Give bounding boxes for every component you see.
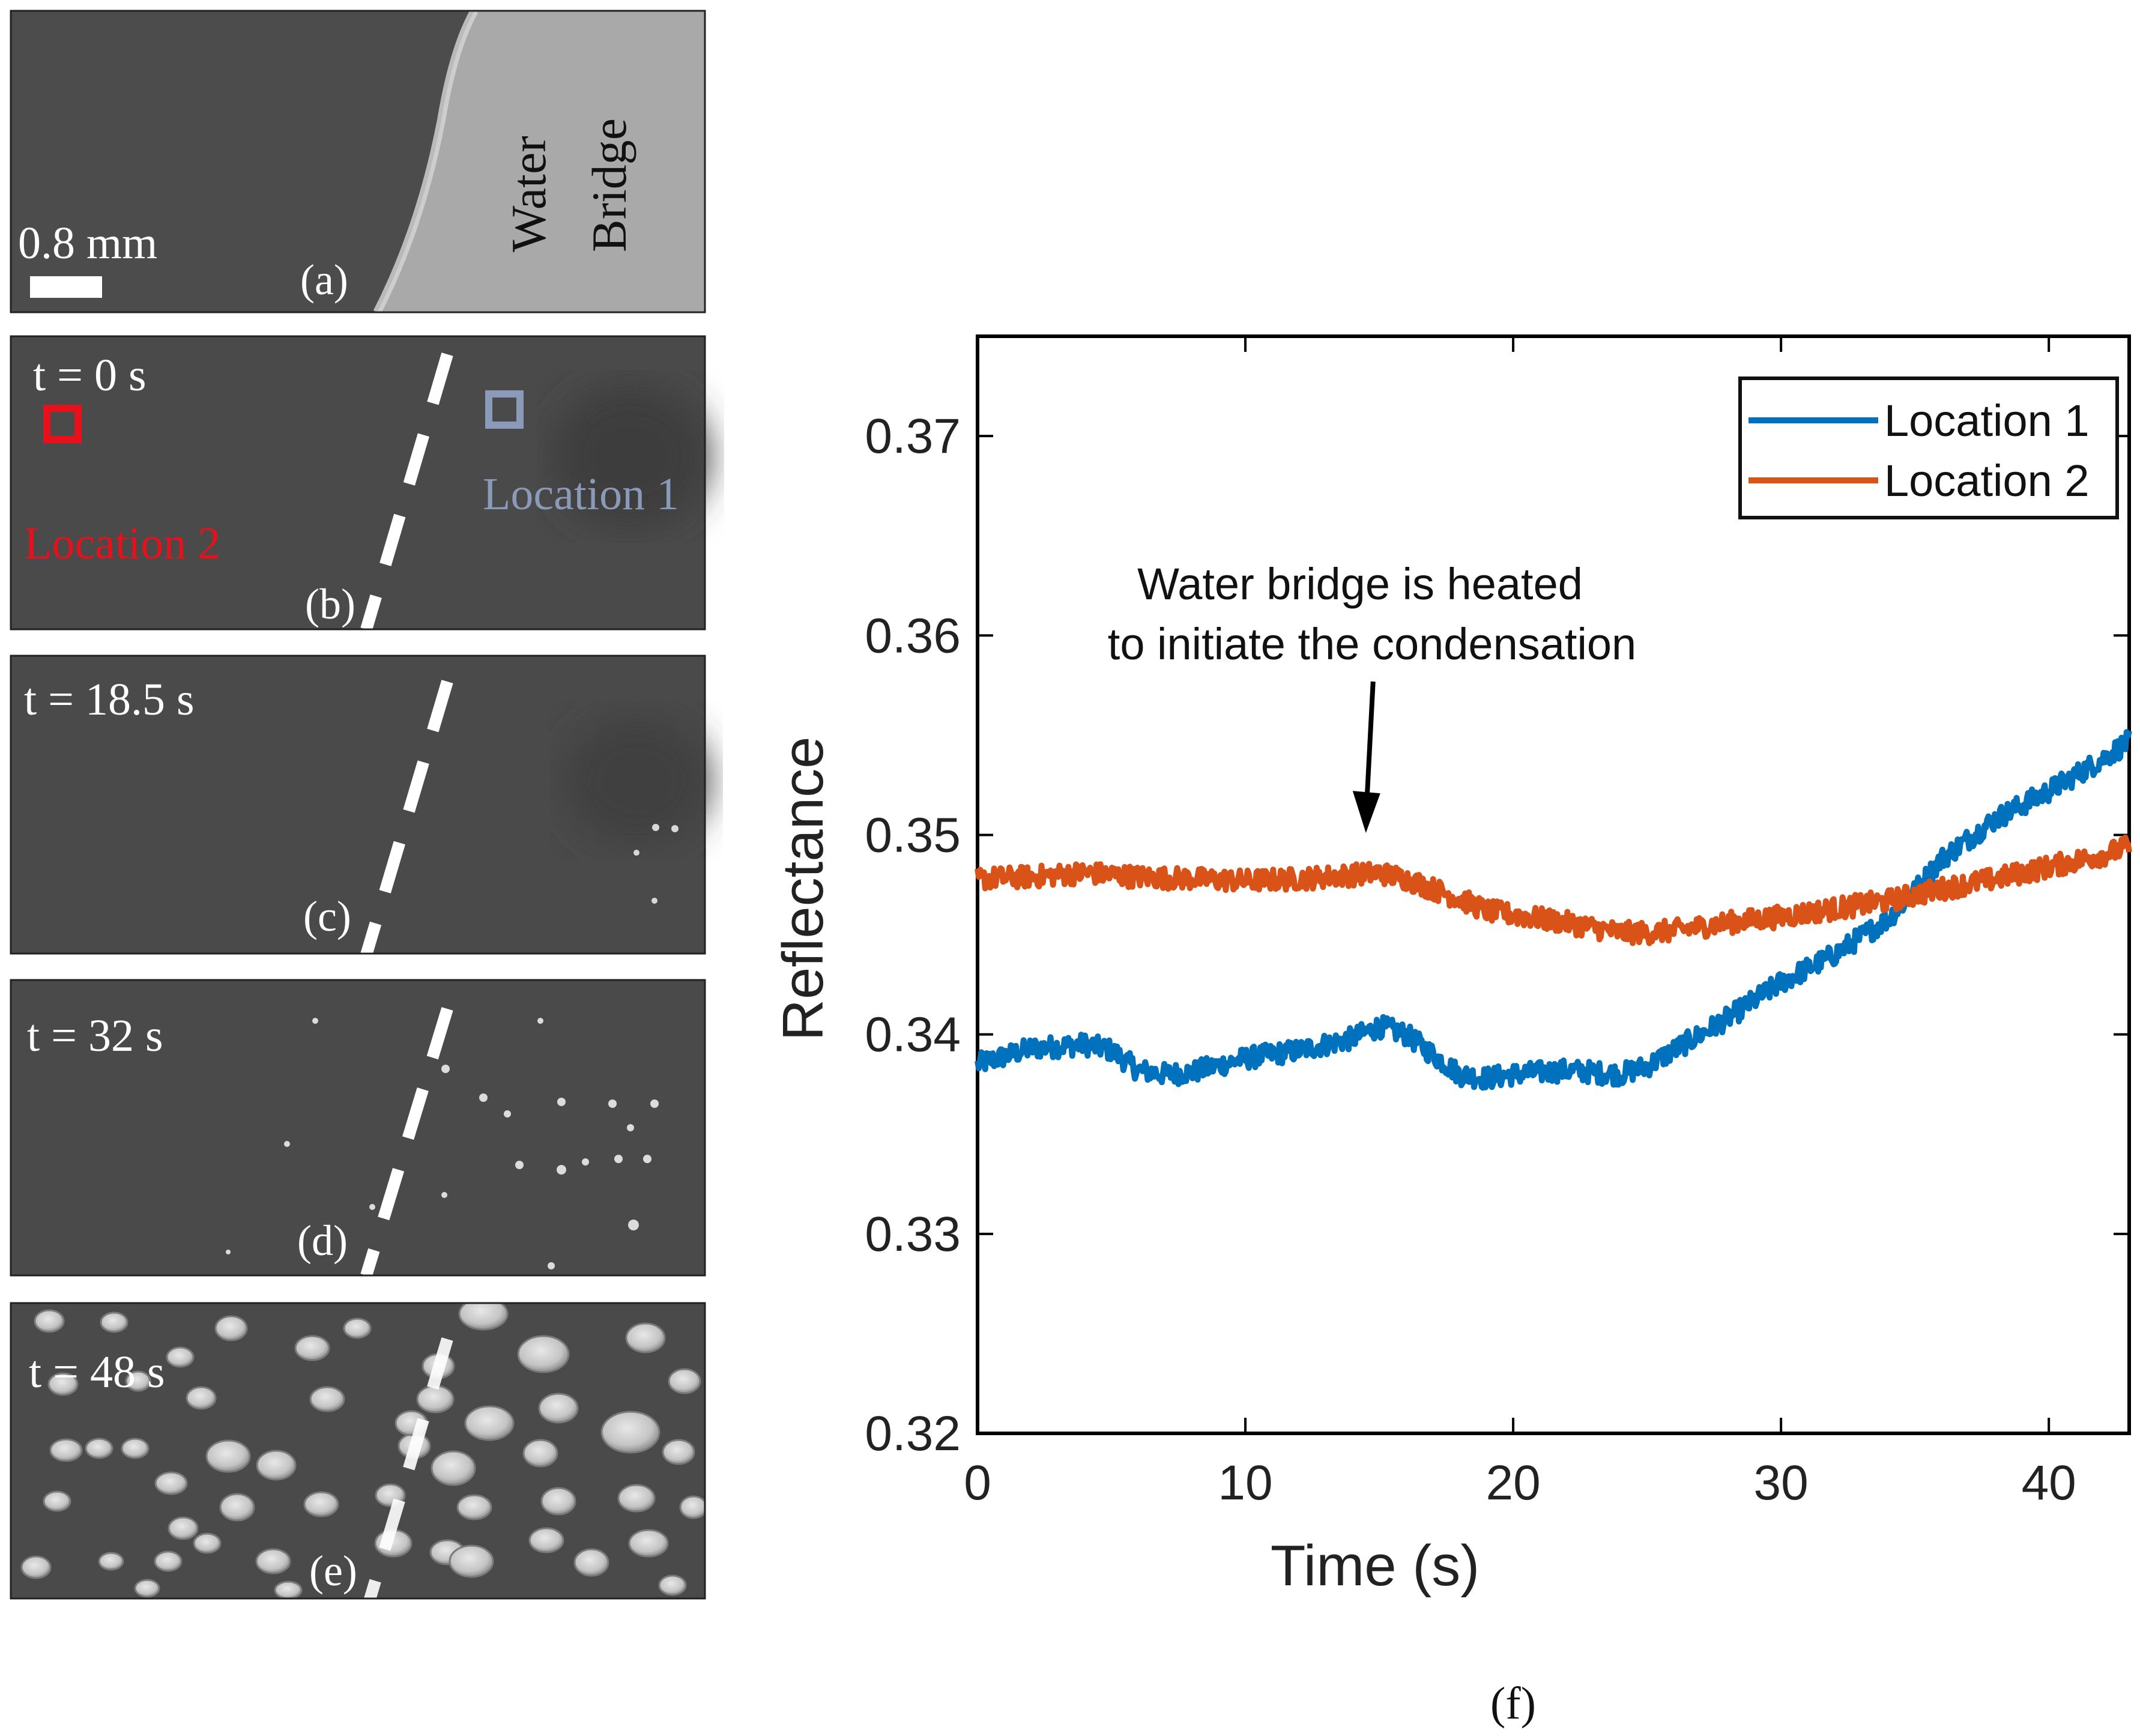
location-1-label: Location 1 xyxy=(483,469,679,519)
contact-line-c xyxy=(360,680,453,957)
panel-a-label: (a) xyxy=(300,256,348,304)
annotation-line-1: Water bridge is heated xyxy=(1137,559,1583,609)
legend-box xyxy=(1738,377,2119,519)
x-tick-label: 30 xyxy=(1754,1456,1809,1510)
y-tick-label: 0.35 xyxy=(865,808,961,862)
series-line-location-2 xyxy=(975,834,2132,946)
panel-a: 0.8 mm (a) Water Bridge xyxy=(10,10,706,313)
y-tick-label: 0.32 xyxy=(865,1406,961,1461)
contact-line-e xyxy=(357,1337,453,1623)
panel-b-label: (b) xyxy=(305,580,355,628)
bridge-label: Bridge xyxy=(582,118,636,252)
y-axis: 0.32 0.33 0.34 0.35 0.36 0.37 xyxy=(865,409,2129,1461)
y-axis-label: Reflectance xyxy=(771,737,835,1041)
contact-line-b xyxy=(360,352,453,631)
panel-c: t = 18.5 s (c) xyxy=(10,655,709,957)
y-tick-label: 0.37 xyxy=(865,409,961,464)
legend-label-location-1: Location 1 xyxy=(1884,396,2090,446)
panel-b-border xyxy=(10,335,706,631)
panel-c-time: t = 18.5 s xyxy=(24,674,195,725)
x-tick-label: 20 xyxy=(1486,1456,1540,1510)
scale-bar xyxy=(30,276,102,298)
y-tick-label: 0.34 xyxy=(865,1008,961,1062)
location-1-marker xyxy=(485,390,524,429)
legend: Location 1 Location 2 xyxy=(1738,377,2119,519)
tiny-droplets-c xyxy=(633,824,679,904)
annotation-arrow-shaft xyxy=(1364,681,1376,797)
annotation-arrow-head xyxy=(1352,791,1380,833)
x-tick-label: 0 xyxy=(964,1456,991,1510)
panel-e-label: (e) xyxy=(309,1547,357,1595)
legend-label-location-2: Location 2 xyxy=(1884,456,2090,506)
series-line-location-1 xyxy=(975,729,2132,1091)
contact-line-d xyxy=(360,1007,453,1277)
panel-c-border xyxy=(10,655,706,955)
panel-e-time: t = 48 s xyxy=(29,1347,165,1397)
water-label: Water xyxy=(501,136,556,252)
panel-d-border xyxy=(10,979,706,1277)
shadow-blob xyxy=(564,715,709,847)
x-tick-label: 40 xyxy=(2022,1456,2076,1510)
shadow-blob xyxy=(552,384,709,528)
x-tick-label: 10 xyxy=(1218,1456,1272,1510)
annotation-arrow xyxy=(1352,681,1380,833)
panel-a-border xyxy=(10,10,706,313)
reflectance-chart: 0.32 0.33 0.34 0.35 0.36 0.37 0 10 20 30 40 Time … xyxy=(771,334,2132,1598)
series-group xyxy=(975,729,2132,1091)
panel-b-time: t = 0 s xyxy=(33,350,147,401)
panel-e-border xyxy=(10,1302,706,1600)
panel-c-label: (c) xyxy=(303,892,351,940)
panel-b: t = 0 s Location 2 Location 1 (b) xyxy=(10,335,709,631)
location-2-marker xyxy=(43,405,82,443)
panel-d-label: (d) xyxy=(297,1217,348,1265)
y-tick-label: 0.33 xyxy=(865,1207,961,1262)
panel-d: t = 32 s (d) xyxy=(10,979,706,1277)
y-tick-label: 0.36 xyxy=(865,608,961,663)
small-droplets-d xyxy=(226,1018,659,1269)
water-bridge-region xyxy=(377,11,705,312)
panel-e: t = 48 s (e) xyxy=(10,1302,706,1623)
location-2-label: Location 2 xyxy=(24,518,220,569)
panel-d-time: t = 32 s xyxy=(27,1011,163,1061)
x-axis-label: Time (s) xyxy=(1271,1534,1480,1598)
annotation-line-2: to initiate the condensation xyxy=(1108,619,1636,669)
panel-f-label: (f) xyxy=(1490,1678,1536,1729)
panel-d-background xyxy=(11,980,705,1275)
scale-bar-label: 0.8 mm xyxy=(18,218,157,268)
water-bridge-edge xyxy=(373,11,479,312)
x-axis: 0 10 20 30 40 xyxy=(964,336,2076,1510)
